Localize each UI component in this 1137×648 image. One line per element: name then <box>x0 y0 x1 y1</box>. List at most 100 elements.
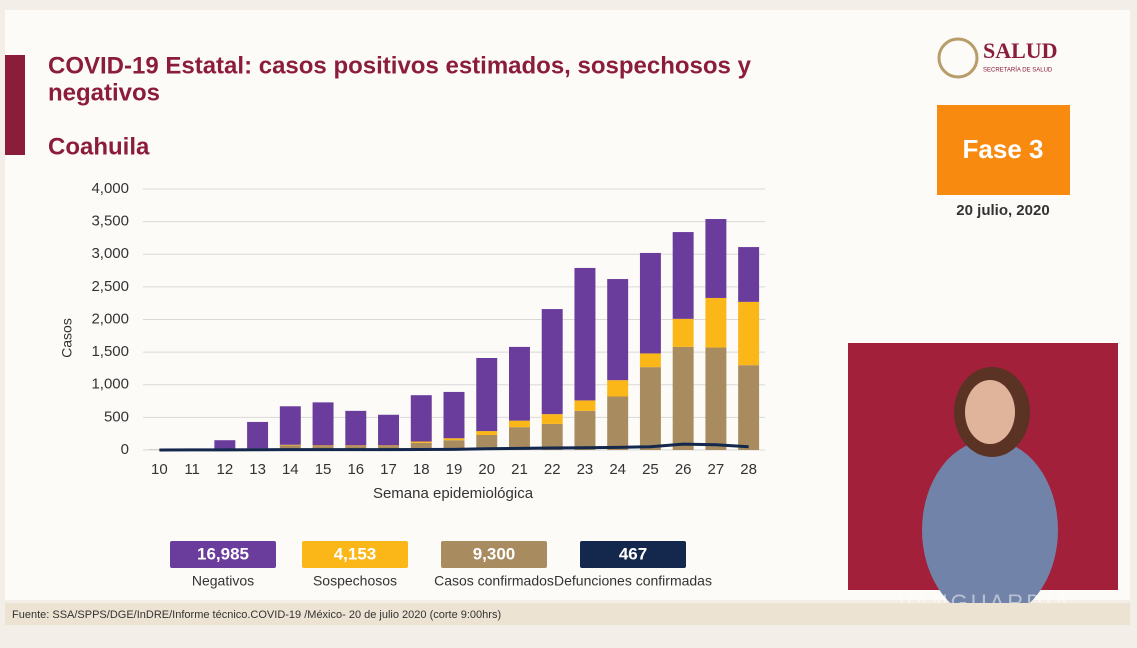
x-tick-label: 27 <box>708 461 725 478</box>
legend-swatch <box>170 541 276 568</box>
bar-segment <box>541 423 563 450</box>
bar-segment <box>476 434 498 450</box>
bar-segment <box>738 301 760 366</box>
legend-label: Sospechosos <box>313 573 397 589</box>
bar-segment <box>508 346 530 421</box>
y-tick-label: 0 <box>121 441 129 458</box>
bar-segment <box>378 446 400 450</box>
x-tick-label: 12 <box>216 461 233 478</box>
bar-segment <box>705 297 727 348</box>
source: Fuente: SSA/SPPS/DGE/InDRE/Informe técni… <box>12 609 501 621</box>
bar-segment <box>738 365 760 450</box>
logo-seal <box>937 37 979 79</box>
interpreter-body <box>922 440 1058 620</box>
x-tick-label: 19 <box>446 461 463 478</box>
bar-segment <box>247 421 269 449</box>
bar-segment <box>639 252 661 354</box>
legend-label: Negativos <box>192 573 254 589</box>
x-tick-label: 23 <box>577 461 594 478</box>
summary-value: 467 <box>619 544 647 563</box>
x-tick-label: 26 <box>675 461 692 478</box>
x-axis-label: Semana epidemiológica <box>373 485 534 502</box>
x-tick-label: 22 <box>544 461 561 478</box>
interpreter-face <box>965 380 1015 444</box>
logo: SALUD <box>983 38 1058 63</box>
bar-segment <box>574 267 596 401</box>
legend-swatch <box>302 541 408 568</box>
x-tick-label: 14 <box>282 461 299 478</box>
bar-segment <box>345 446 367 450</box>
x-tick-label: 20 <box>478 461 495 478</box>
y-tick-label: 500 <box>104 408 129 425</box>
bar-segment <box>410 395 432 442</box>
y-tick-label: 2,000 <box>91 310 129 327</box>
bar-segment <box>214 440 236 450</box>
bar-segment <box>443 391 465 439</box>
bar-segment <box>279 444 301 446</box>
phase-box <box>937 105 1070 195</box>
accent-bar <box>5 55 25 155</box>
bar-segment <box>279 406 301 445</box>
bar-segment <box>312 402 334 446</box>
summary-value: 4,153 <box>334 544 377 563</box>
title: COVID-19 Estatal: casos positivos estima… <box>48 52 752 79</box>
logo-sub: SECRETARÍA DE SALUD <box>983 67 1053 74</box>
bar-segment <box>541 309 563 415</box>
x-tick-label: 21 <box>511 461 528 478</box>
y-tick-label: 2,500 <box>91 278 129 295</box>
bar-segment <box>476 357 498 432</box>
footer <box>5 603 1130 625</box>
bar-segment <box>508 420 530 428</box>
title: negativos <box>48 79 160 106</box>
bar-segment <box>541 414 563 424</box>
x-tick-label: 10 <box>151 461 168 478</box>
legend-swatch <box>580 541 686 568</box>
bar-segment <box>738 247 760 302</box>
bar-segment <box>312 445 334 447</box>
x-tick-label: 18 <box>413 461 430 478</box>
y-tick-label: 4,000 <box>91 180 129 197</box>
bar-segment <box>312 446 334 450</box>
bar-segment <box>574 400 596 411</box>
x-tick-label: 15 <box>315 461 332 478</box>
y-tick-label: 3,500 <box>91 213 129 230</box>
bar-segment <box>672 318 694 347</box>
x-tick-label: 13 <box>249 461 266 478</box>
bar-segment <box>574 410 596 450</box>
bar-segment <box>378 414 400 446</box>
bar-segment <box>378 445 400 447</box>
bar-segment <box>410 442 432 450</box>
legend-label: Casos confirmados <box>434 573 554 589</box>
y-tick-label: 1,000 <box>91 376 129 393</box>
x-tick-label: 28 <box>740 461 757 478</box>
bar-segment <box>508 427 530 450</box>
legend-swatch <box>441 541 547 568</box>
bar-segment <box>279 445 301 450</box>
x-tick-label: 17 <box>380 461 397 478</box>
bar-segment <box>345 445 367 447</box>
bar-segment <box>443 440 465 450</box>
legend-label: Defunciones confirmadas <box>554 573 712 589</box>
bar-segment <box>672 346 694 450</box>
bar-segment <box>639 367 661 450</box>
bar-segment <box>410 441 432 443</box>
bar-segment <box>705 347 727 450</box>
x-tick-label: 25 <box>642 461 659 478</box>
bar-segment <box>607 380 629 397</box>
y-tick-label: 3,000 <box>91 245 129 262</box>
bar-segment <box>639 353 661 368</box>
bar-segment <box>672 232 694 319</box>
date: 20 julio, 2020 <box>956 202 1049 219</box>
summary-value: 9,300 <box>473 544 516 563</box>
x-tick-label: 16 <box>347 461 364 478</box>
state: Coahuila <box>48 133 150 160</box>
bar-segment <box>476 431 498 435</box>
bar-segment <box>705 219 727 298</box>
bar-segment <box>607 396 629 450</box>
bar-segment <box>607 279 629 381</box>
bar-segment <box>443 438 465 441</box>
line <box>159 442 749 452</box>
x-tick-label: 11 <box>184 461 200 478</box>
